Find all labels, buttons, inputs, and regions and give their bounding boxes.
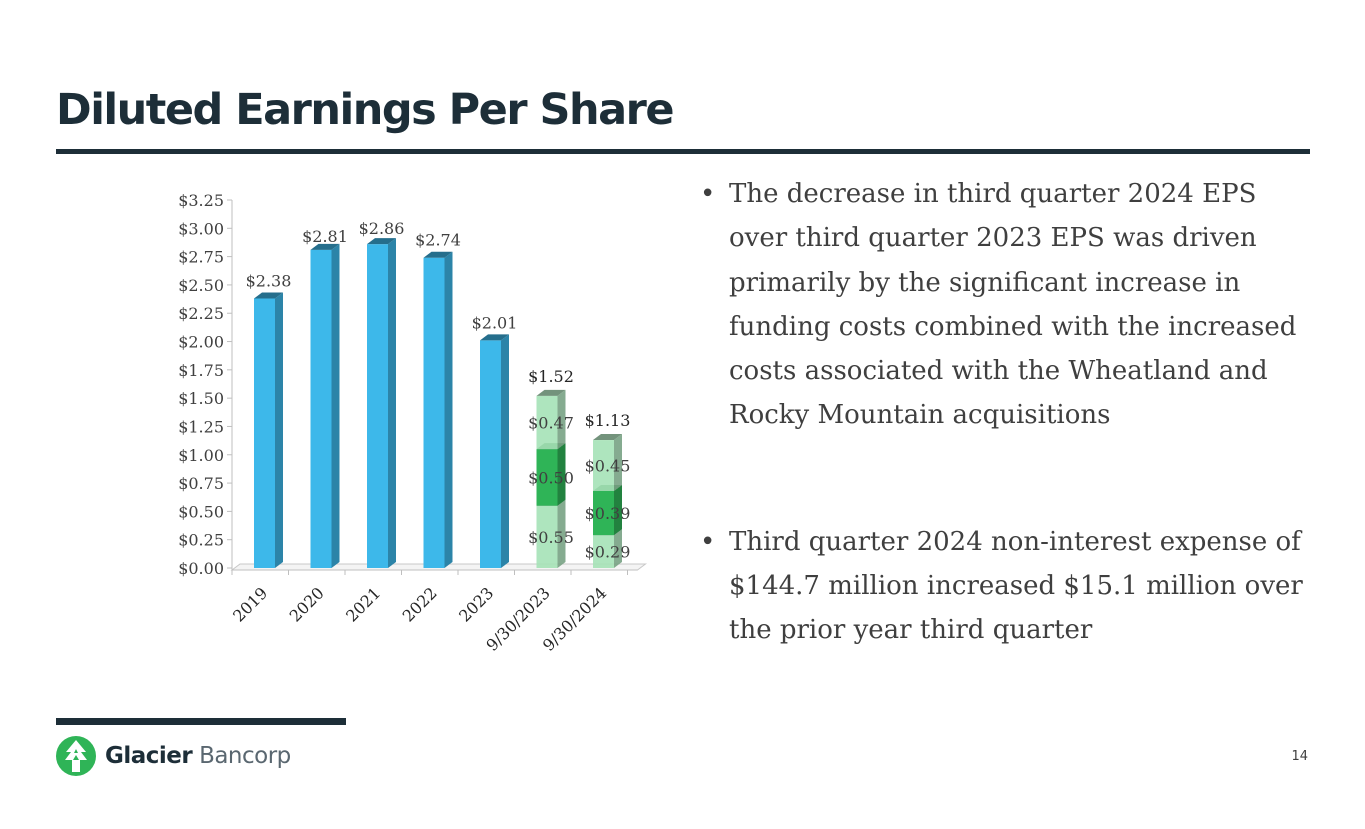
x-tick-label: 2020 — [286, 583, 328, 625]
stacked-bar-segment-side — [557, 443, 566, 506]
data-value-label: $2.86 — [359, 219, 405, 238]
segment-value-label: $0.55 — [528, 528, 574, 547]
y-tick-label: $1.50 — [178, 389, 224, 408]
bar — [480, 334, 509, 568]
logo-bold-text: Glacier — [105, 743, 193, 769]
logo-light-text: Bancorp — [199, 743, 291, 769]
stacked-bar-segment-side — [614, 529, 622, 568]
segment-value-label: $0.29 — [585, 543, 631, 562]
logo-wordmark: Glacier Bancorp — [105, 743, 291, 769]
y-tick-label: $2.00 — [178, 333, 224, 352]
x-tick-label: 2023 — [455, 583, 497, 625]
company-logo: Glacier Bancorp — [55, 735, 291, 777]
stacked-bar-segment-front — [536, 395, 558, 450]
data-value-label: $2.74 — [415, 231, 461, 250]
y-tick-label: $2.75 — [178, 248, 224, 267]
stacked-bar-segment-side — [614, 485, 622, 536]
y-tick-label: $2.50 — [178, 276, 224, 295]
data-value-label: $2.81 — [302, 227, 348, 246]
y-tick-label: $3.00 — [178, 219, 224, 238]
bar-side — [275, 292, 283, 568]
bar-top — [480, 334, 509, 341]
bar-front — [254, 298, 275, 568]
bar-front — [480, 340, 501, 568]
segment-value-label: $0.50 — [528, 468, 574, 487]
y-tick-label: $0.00 — [178, 559, 224, 578]
y-tick-label: $1.25 — [178, 417, 224, 436]
x-tick-label: 2019 — [229, 583, 271, 625]
segment-value-label: $0.39 — [585, 504, 631, 523]
stacked-bar-segment-front — [593, 535, 614, 568]
stacked-bar-segment-front — [536, 505, 558, 568]
bar-top — [310, 243, 340, 250]
bar-top — [423, 251, 453, 258]
stacked-bar-segment — [536, 389, 566, 450]
stacked-bar-segment-side — [614, 434, 622, 492]
bullet-item: The decrease in third quarter 2024 EPS o… — [700, 172, 1320, 438]
y-tick-label: $1.00 — [178, 446, 224, 465]
stacked-bar-segment — [593, 434, 622, 492]
bullet-item: Third quarter 2024 non-interest expense … — [700, 520, 1320, 653]
data-value-label: $2.01 — [472, 313, 518, 332]
stacked-bar-segment-front — [593, 440, 614, 492]
y-tick-label: $2.25 — [178, 304, 224, 323]
bar-front — [367, 244, 388, 568]
bar — [367, 238, 396, 568]
glacier-logo-icon — [56, 736, 96, 776]
stacked-bar-segment — [593, 485, 622, 536]
x-tick-label: 2021 — [342, 583, 384, 625]
eps-bar-chart: $0.00 $0.25 $0.50 $0.75 $1.00 $1.25 $1.50 $1.75… — [178, 191, 647, 655]
y-tick-label: $0.75 — [178, 474, 224, 493]
bar-side — [501, 334, 509, 568]
page-title: Diluted Earnings Per Share — [56, 85, 674, 135]
bar-front — [423, 257, 445, 568]
bar-front — [310, 249, 332, 568]
bar-top — [367, 238, 396, 245]
bar — [254, 292, 283, 568]
title-divider — [56, 149, 1310, 154]
stacked-bar-segment-top — [593, 434, 622, 441]
bar-side — [388, 238, 396, 568]
y-tick-label: $1.75 — [178, 361, 224, 380]
stacked-bar-segment-side — [557, 499, 566, 568]
data-value-label: $2.38 — [246, 272, 292, 291]
stacked-bar-segment-side — [557, 389, 566, 450]
y-tick-label: $0.25 — [178, 531, 224, 550]
stacked-bar-segment-front — [593, 491, 614, 536]
bar — [423, 251, 453, 569]
y-tick-label: $0.50 — [178, 502, 224, 521]
y-tick-label: $3.25 — [178, 191, 224, 210]
stacked-bar-segment-front — [536, 449, 558, 506]
bar-side — [444, 251, 453, 569]
segment-value-label: $0.45 — [585, 457, 631, 476]
stacked-bar-segment-top — [536, 389, 566, 396]
data-value-label: $1.52 — [528, 367, 574, 386]
bar-side — [331, 243, 340, 568]
bullet-list: The decrease in third quarter 2024 EPS o… — [700, 172, 1320, 653]
footer-divider — [56, 718, 346, 725]
segment-value-label: $0.47 — [528, 413, 574, 432]
bar-top — [254, 292, 283, 299]
data-value-label: $1.13 — [585, 411, 631, 430]
bar — [310, 243, 340, 568]
page-number: 14 — [1291, 749, 1308, 764]
x-tick-label: 2022 — [399, 583, 441, 625]
